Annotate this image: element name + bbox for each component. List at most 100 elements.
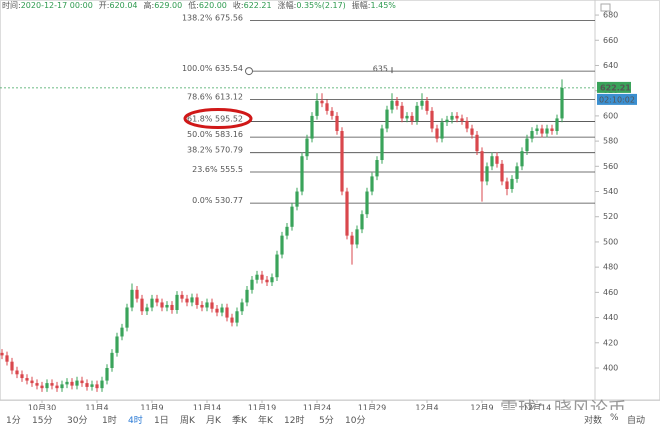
candle-body (535, 128, 539, 132)
candle-body (400, 105, 404, 119)
field-value: 1.45% (370, 1, 396, 10)
peak-annotation: 635 (373, 65, 388, 74)
toolbar-item[interactable]: 年K (258, 416, 273, 426)
candle-body (420, 100, 424, 106)
candle-body (65, 381, 69, 385)
toolbar-item[interactable]: 12时 (284, 416, 305, 426)
candle-body (320, 100, 324, 104)
header-field: 低:620.00 (188, 0, 227, 12)
fib-percent: 38.2% (187, 145, 215, 154)
candle-body (550, 128, 554, 132)
candle-body (40, 385, 44, 389)
candle-body (465, 120, 469, 129)
toolbar-item[interactable]: 1日 (154, 416, 169, 426)
y-tick-label: 540 (603, 187, 618, 196)
candle-body (325, 103, 329, 111)
toolbar-item[interactable]: 4时 (128, 416, 143, 426)
candle-body (50, 383, 54, 386)
fib-price: 613.12 (215, 92, 243, 101)
field-value: 0.35%(2.17) (296, 1, 346, 10)
y-tick-label: 600 (603, 111, 618, 120)
y-tick-label: 420 (603, 338, 618, 347)
candle-body (155, 298, 159, 303)
toolbar-item[interactable]: 30分 (67, 416, 88, 426)
toolbar-option[interactable]: % (610, 413, 619, 423)
candle-body (15, 370, 19, 375)
candle-body (260, 274, 264, 280)
fib-price: 675.56 (215, 13, 243, 22)
field-label: 涨幅: (277, 1, 297, 10)
y-tick-label: 640 (603, 61, 618, 70)
fib-handle (245, 67, 253, 76)
candle-body (55, 385, 59, 389)
candle-body (25, 378, 29, 381)
candle-body (505, 181, 509, 190)
y-tick-label: 460 (603, 288, 618, 297)
candle-body (5, 355, 9, 362)
candle-body (230, 317, 234, 323)
field-value: 622.21 (243, 1, 272, 10)
candle-body (205, 302, 209, 308)
plot-frame (0, 0, 660, 401)
fib-price: 635.54 (215, 64, 243, 73)
toolbar-item[interactable]: 5分 (319, 416, 334, 426)
candle-body (95, 384, 99, 389)
candle-body (430, 110, 434, 129)
x-tick-label: 11月4 (85, 404, 108, 411)
candle-body (160, 302, 164, 308)
toolbar-item[interactable]: 1分 (6, 416, 21, 426)
candle-body (135, 289, 139, 299)
candle-body (355, 229, 359, 245)
candle-body (315, 100, 319, 116)
candle-body (530, 131, 534, 139)
toolbar-option[interactable]: 自动 (627, 416, 646, 426)
x-tick-label: 11月29 (358, 404, 386, 411)
candle-body (270, 277, 274, 283)
fib-label: 138.2% 675.56 (182, 13, 243, 22)
countdown-label: 02:10:02 (599, 95, 635, 104)
candle-body (455, 115, 459, 119)
candle-body (220, 307, 224, 313)
candle-body (495, 156, 499, 164)
x-tick-label: 11月14 (193, 404, 221, 411)
candle-body (470, 128, 474, 135)
candle-body (90, 384, 94, 387)
candle-body (165, 304, 169, 308)
candle-body (70, 381, 74, 386)
toolbar-item[interactable]: 周K (180, 416, 195, 426)
fib-percent: 78.6% (187, 92, 215, 101)
header-field: 高:629.00 (144, 0, 183, 12)
candle-body (520, 151, 524, 167)
candle-body (540, 128, 544, 134)
field-label: 低: (188, 1, 199, 10)
candle-body (480, 151, 484, 182)
candle-body (380, 128, 384, 161)
fib-label: 23.6% 555.5 (192, 164, 243, 173)
countdown-box (597, 93, 637, 105)
candle-body (45, 383, 49, 389)
toolbar-item[interactable]: 月K (206, 416, 221, 426)
candle-body (410, 115, 414, 121)
candle-body (390, 100, 394, 110)
candle-body (75, 380, 79, 386)
toolbar-item[interactable]: 15分 (32, 416, 53, 426)
candle-body (150, 298, 154, 308)
toolbar-option[interactable]: 对数 (584, 416, 603, 426)
y-tick-label: 440 (603, 313, 618, 322)
candle-body (365, 191, 369, 215)
last-price-box (597, 81, 631, 93)
x-tick-label: 12月9 (470, 404, 493, 411)
candle-body (275, 254, 279, 278)
field-value: 629.00 (154, 1, 183, 10)
candle-body (310, 115, 314, 139)
toolbar-item[interactable]: 季K (232, 416, 247, 426)
x-tick-label: 12月14 (523, 404, 551, 411)
candle-body (200, 304, 204, 308)
candle-body (30, 380, 34, 384)
toolbar-item[interactable]: 10分 (345, 416, 366, 426)
candle-body (445, 119, 449, 123)
toolbar-item[interactable]: 1时 (102, 416, 117, 426)
fib-label: 100.0% 635.54 (182, 64, 243, 73)
candle-body (225, 307, 229, 318)
